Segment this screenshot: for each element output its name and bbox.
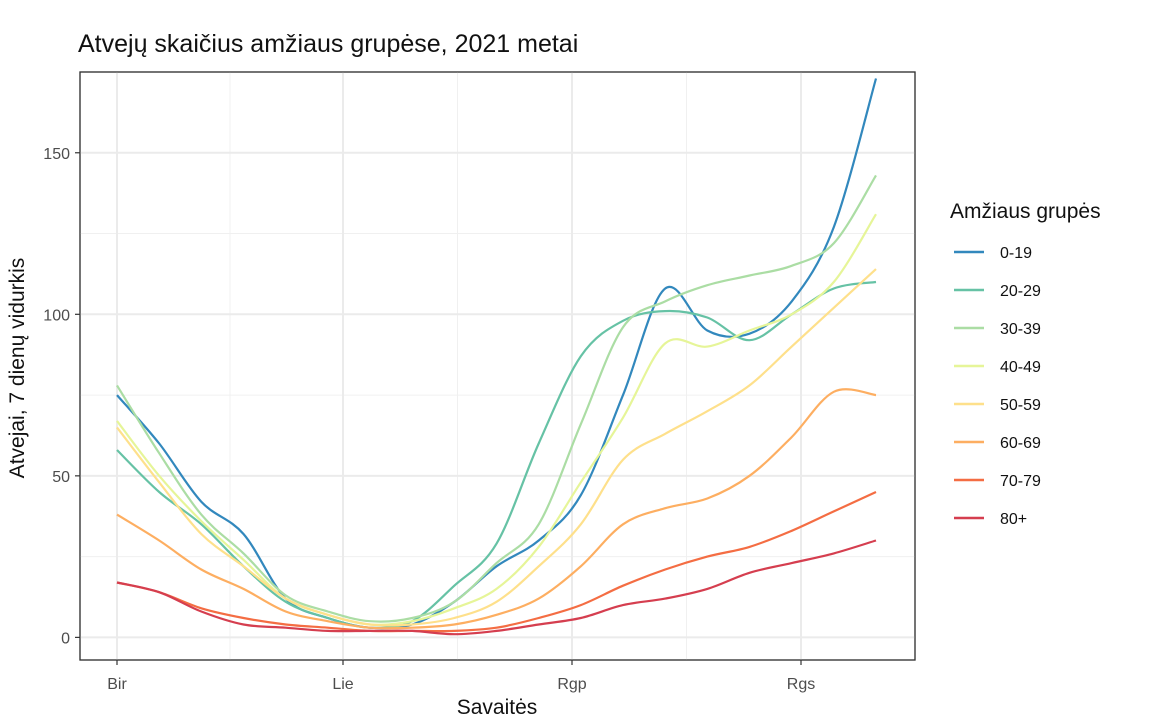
x-tick-label: Rgp <box>557 676 586 693</box>
series-line-70-79 <box>116 490 877 633</box>
legend-label-30-39: 30-39 <box>1000 321 1041 338</box>
series-line-30-39 <box>116 174 877 623</box>
legend-label-40-49: 40-49 <box>1000 359 1041 376</box>
y-tick-label: 100 <box>43 307 70 324</box>
legend-items: 0-19 20-29 30-39 40-49 50-59 60-69 70-79 80+ <box>954 245 1041 528</box>
plot-border <box>79 71 916 661</box>
legend-label-20-29: 20-29 <box>1000 283 1041 300</box>
legend: Amžiaus grupės 0-19 20-29 30-39 40-49 50-59 6… <box>950 200 1101 528</box>
x-axis: Bir Lie Rgp Rgs <box>107 660 815 693</box>
series-line-60-69 <box>116 388 877 630</box>
y-tick-label: 150 <box>43 146 70 163</box>
series-line-40-49 <box>116 213 877 626</box>
y-tick-label: 50 <box>52 469 70 486</box>
legend-label-50-59: 50-59 <box>1000 397 1041 414</box>
x-tick-label: Bir <box>107 676 127 693</box>
chart-title: Atvejų skaičius amžiaus grupėse, 2021 me… <box>78 30 578 58</box>
x-tick-label: Lie <box>332 676 353 693</box>
x-tick-label: Rgs <box>787 676 815 693</box>
series-line-80+ <box>116 539 877 636</box>
series-line-50-59 <box>116 268 877 627</box>
y-axis-title: Atvejai, 7 dienų vidurkis <box>6 258 29 479</box>
y-tick-label: 0 <box>61 630 70 647</box>
legend-title: Amžiaus grupės <box>950 200 1101 223</box>
legend-label-70-79: 70-79 <box>1000 473 1041 490</box>
legend-label-0-19: 0-19 <box>1000 245 1032 262</box>
x-axis-title: Savaitės <box>457 696 538 719</box>
legend-label-80+: 80+ <box>1000 511 1027 528</box>
series-lines <box>116 78 878 636</box>
legend-label-60-69: 60-69 <box>1000 435 1041 452</box>
y-axis: 0 50 100 150 <box>43 146 80 647</box>
plot-area <box>79 71 916 661</box>
